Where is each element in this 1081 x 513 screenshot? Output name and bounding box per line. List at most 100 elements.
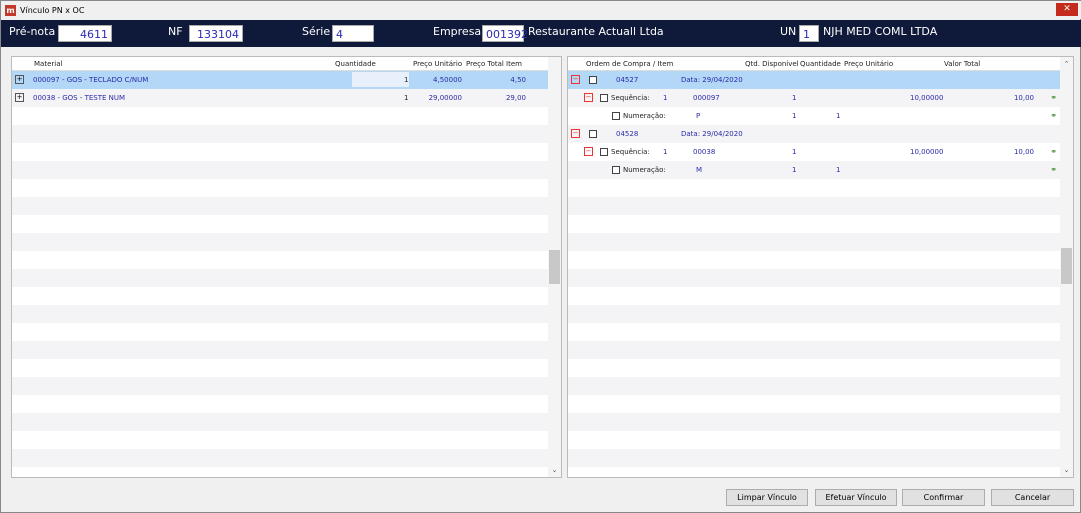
- collapse-icon[interactable]: −: [571, 129, 580, 138]
- link-icon[interactable]: ⚭: [1050, 147, 1057, 156]
- empresa-code-field[interactable]: 001392: [482, 25, 528, 42]
- sequence-number: 1: [663, 94, 668, 102]
- empresa-label: Empresa: [433, 25, 482, 38]
- empty-row: [12, 413, 548, 431]
- empty-row: [12, 359, 548, 377]
- empty-row: [568, 323, 1060, 341]
- title-bar: m Vínculo PN x OC ✕: [1, 1, 1081, 19]
- empresa-name: Restaurante Actuall Ltda: [528, 25, 664, 38]
- numeracao-checkbox[interactable]: [612, 112, 620, 120]
- sequence-checkbox[interactable]: [600, 148, 608, 156]
- order-row[interactable]: − 04528 Data: 29/04/2020: [568, 125, 1060, 143]
- confirmar-button[interactable]: Confirmar: [902, 489, 985, 506]
- numeracao-row[interactable]: Numeração: M 1 1 ⚭: [568, 161, 1060, 179]
- empty-row: [12, 161, 548, 179]
- col-preco-unitario[interactable]: Preço Unitário: [844, 60, 894, 68]
- empty-row: [568, 215, 1060, 233]
- empty-row: [568, 341, 1060, 359]
- col-material[interactable]: Material: [34, 60, 63, 68]
- preco-total: 29,00: [505, 94, 526, 102]
- item-code: 000097: [693, 94, 720, 102]
- efetuar-vinculo-button[interactable]: Efetuar Vínculo: [815, 489, 897, 506]
- close-button[interactable]: ✕: [1056, 3, 1078, 16]
- numeracao-value: M: [696, 166, 703, 174]
- order-checkbox[interactable]: [589, 76, 597, 84]
- empty-row: [12, 467, 548, 477]
- app-logo-icon: m: [5, 4, 16, 16]
- scroll-down-arrow-icon[interactable]: ⌄: [551, 466, 558, 474]
- collapse-icon[interactable]: −: [584, 147, 593, 156]
- quantity-input[interactable]: [352, 72, 409, 87]
- serie-field[interactable]: 4: [332, 25, 374, 42]
- empty-row: [12, 215, 548, 233]
- col-preco-total[interactable]: Preço Total Item: [466, 60, 522, 68]
- empty-row: [568, 359, 1060, 377]
- sequence-row[interactable]: − Sequência: 1 00038 1 10,00000 10,00 ⚭: [568, 143, 1060, 161]
- empty-row: [568, 269, 1060, 287]
- col-preco-unitario[interactable]: Preço Unitário: [413, 60, 463, 68]
- scroll-down-arrow-icon[interactable]: ⌄: [1063, 466, 1070, 474]
- empty-row: [568, 413, 1060, 431]
- col-ordem-compra[interactable]: Ordem de Compra / Item: [586, 60, 674, 68]
- col-qtd-disponivel[interactable]: Qtd. Disponível: [745, 60, 799, 68]
- link-icon[interactable]: ⚭: [1050, 165, 1057, 174]
- empty-row: [568, 395, 1060, 413]
- empty-row: [12, 107, 548, 125]
- valor-total: 10,00: [1013, 94, 1034, 102]
- material-row[interactable]: + 00038 - GOS - TESTE NUM 1 29,00000 29,…: [12, 89, 548, 107]
- serie-label: Série: [302, 25, 331, 38]
- order-checkbox[interactable]: [589, 130, 597, 138]
- material-name: 00038 - GOS - TESTE NUM: [33, 94, 126, 102]
- numeracao-quantidade: 1: [836, 166, 841, 174]
- scroll-up-arrow-icon[interactable]: ⌃: [1063, 60, 1070, 68]
- empty-row: [568, 233, 1060, 251]
- left-scrollbar-thumb[interactable]: [549, 250, 560, 284]
- expand-icon[interactable]: +: [15, 75, 24, 84]
- un-code-field[interactable]: 1: [799, 25, 819, 42]
- prenota-label: Pré-nota: [9, 25, 56, 38]
- empty-row: [12, 125, 548, 143]
- link-icon[interactable]: ⚭: [1050, 93, 1057, 102]
- empty-row: [568, 287, 1060, 305]
- numeracao-label: Numeração:: [623, 166, 666, 174]
- link-icon[interactable]: ⚭: [1050, 111, 1057, 120]
- material-row[interactable]: + 000097 - GOS - TECLADO C/NUM 1 4,50000…: [12, 71, 548, 89]
- numeracao-row[interactable]: Numeração: P 1 1 ⚭: [568, 107, 1060, 125]
- limpar-vinculo-button[interactable]: Limpar Vínculo: [726, 489, 808, 506]
- empty-row: [12, 395, 548, 413]
- expand-icon[interactable]: +: [15, 93, 24, 102]
- qtd-disponivel: 1: [792, 94, 797, 102]
- order-number: 04527: [616, 76, 639, 84]
- empty-row: [12, 143, 548, 161]
- material-grid-header: Material Quantidade Preço Unitário Preço…: [12, 57, 548, 71]
- empty-row: [568, 449, 1060, 467]
- quantidade: 1: [404, 94, 409, 102]
- un-label: UN: [780, 25, 797, 38]
- sequence-checkbox[interactable]: [600, 94, 608, 102]
- preco-unitario: 4,50000: [433, 76, 462, 84]
- col-quantidade[interactable]: Quantidade: [800, 60, 841, 68]
- window-title: Vínculo PN x OC: [20, 5, 85, 15]
- numeracao-label: Numeração:: [623, 112, 666, 120]
- collapse-icon[interactable]: −: [584, 93, 593, 102]
- order-row[interactable]: − 04527 Data: 29/04/2020: [568, 71, 1060, 89]
- col-quantidade[interactable]: Quantidade: [335, 60, 376, 68]
- po-grid-header: Ordem de Compra / Item Qtd. Disponível Q…: [568, 57, 1060, 71]
- numeracao-value: P: [696, 112, 701, 120]
- empty-row: [568, 377, 1060, 395]
- empty-row: [12, 449, 548, 467]
- left-scrollbar[interactable]: ⌄: [548, 57, 561, 477]
- collapse-icon[interactable]: −: [571, 75, 580, 84]
- nf-label: NF: [168, 25, 183, 38]
- col-valor-total[interactable]: Valor Total: [944, 60, 981, 68]
- nf-field[interactable]: 133104: [189, 25, 243, 42]
- preco-unitario: 29,00000: [428, 94, 462, 102]
- sequence-row[interactable]: − Sequência: 1 000097 1 10,00000 10,00 ⚭: [568, 89, 1060, 107]
- right-scrollbar[interactable]: ⌃ ⌄: [1060, 57, 1073, 477]
- numeracao-disponivel: 1: [792, 166, 797, 174]
- prenota-field[interactable]: 4611: [58, 25, 112, 42]
- numeracao-checkbox[interactable]: [612, 166, 620, 174]
- right-scrollbar-thumb[interactable]: [1061, 248, 1072, 284]
- order-date: Data: 29/04/2020: [681, 130, 743, 138]
- cancelar-button[interactable]: Cancelar: [991, 489, 1074, 506]
